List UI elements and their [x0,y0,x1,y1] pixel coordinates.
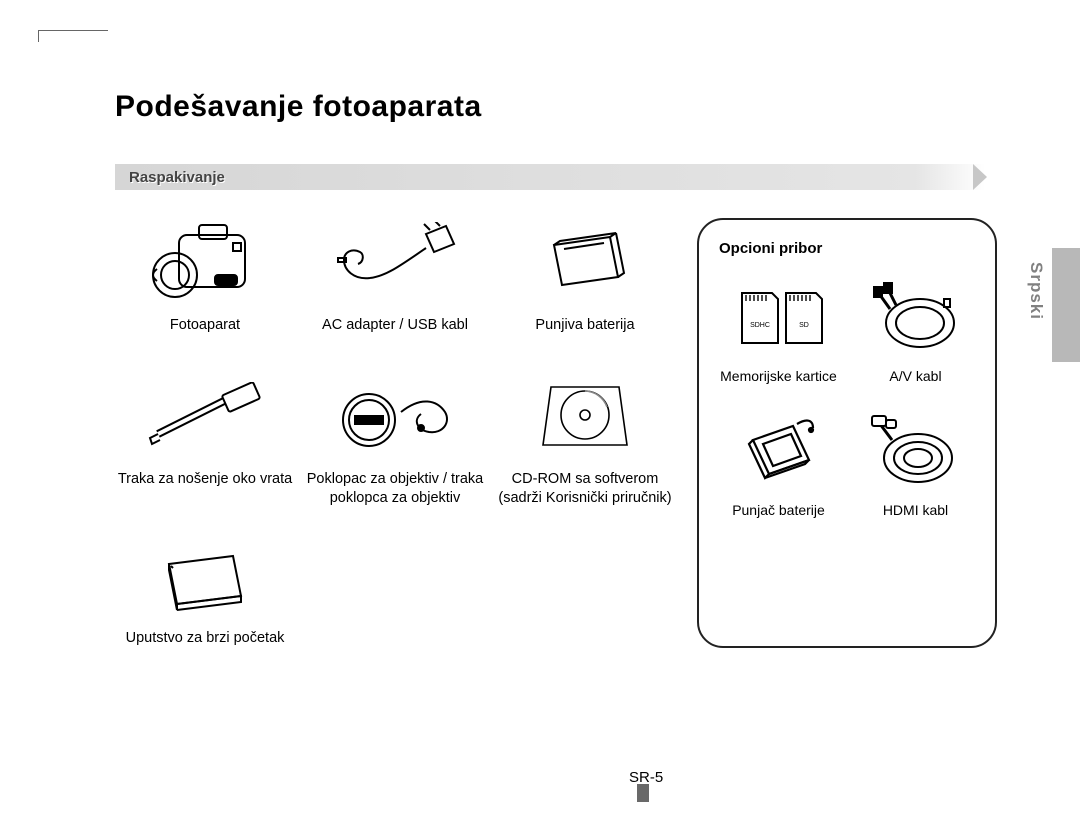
battery-icon [495,218,675,308]
crop-mark-v [38,30,39,42]
hdmi-cable-icon [850,413,981,493]
item-label: CD-ROM sa softverom (sadrži Korisnički p… [495,470,675,509]
item-adapter: AC adapter / USB kabl [305,218,485,336]
opt-memory: SDHC SD Memorijske kartice [713,279,844,385]
item-label: HDMI kabl [850,501,981,519]
item-qsg: Uputstvo za brzi početak [115,545,295,649]
section-title: Raspakivanje [115,169,225,186]
optional-grid: SDHC SD Memorijske kartice [713,279,981,519]
av-cable-icon [850,279,981,359]
strap-icon [115,372,295,462]
section-header: Raspakivanje [115,164,985,190]
camera-icon [115,218,295,308]
page-title: Podešavanje fotoaparata [115,90,1045,124]
item-label: Memorijske kartice [713,367,844,385]
item-label: Punjač baterije [713,501,844,519]
crop-mark-h [38,30,108,31]
page-content: Podešavanje fotoaparata Raspakivanje [85,40,1045,800]
side-thumb-tab [1052,248,1080,362]
lenscap-icon [305,372,485,462]
sdhc-label: SDHC [750,322,770,329]
item-label: Punjiva baterija [495,316,675,336]
item-camera: Fotoaparat [115,218,295,336]
item-lenscap: Poklopac za objektiv / traka poklopca za… [305,372,485,509]
item-label: Traka za nošenje oko vrata [115,470,295,490]
item-label: AC adapter / USB kabl [305,316,485,336]
included-items-grid: Fotoaparat AC adapter [115,218,675,648]
charger-icon [713,413,844,493]
sd-label: SD [799,322,809,329]
optional-title: Opcioni pribor [719,240,981,257]
opt-hdmi: HDMI kabl [850,413,981,519]
opt-av: A/V kabl [850,279,981,385]
cdrom-icon [495,372,675,462]
content-area: Fotoaparat AC adapter [115,218,1045,648]
sdcard-icon: SDHC SD [713,279,844,359]
optional-accessories-panel: Opcioni pribor [697,218,997,648]
item-label: A/V kabl [850,367,981,385]
item-strap: Traka za nošenje oko vrata [115,372,295,509]
item-battery: Punjiva baterija [495,218,675,336]
adapter-icon [305,218,485,308]
item-cdrom: CD-ROM sa softverom (sadrži Korisnički p… [495,372,675,509]
page-number-marker [637,784,649,802]
item-label: Fotoaparat [115,316,295,336]
booklet-icon [115,545,295,621]
opt-charger: Punjač baterije [713,413,844,519]
item-label: Poklopac za objektiv / traka poklopca za… [305,470,485,509]
item-label: Uputstvo za brzi početak [115,629,295,649]
